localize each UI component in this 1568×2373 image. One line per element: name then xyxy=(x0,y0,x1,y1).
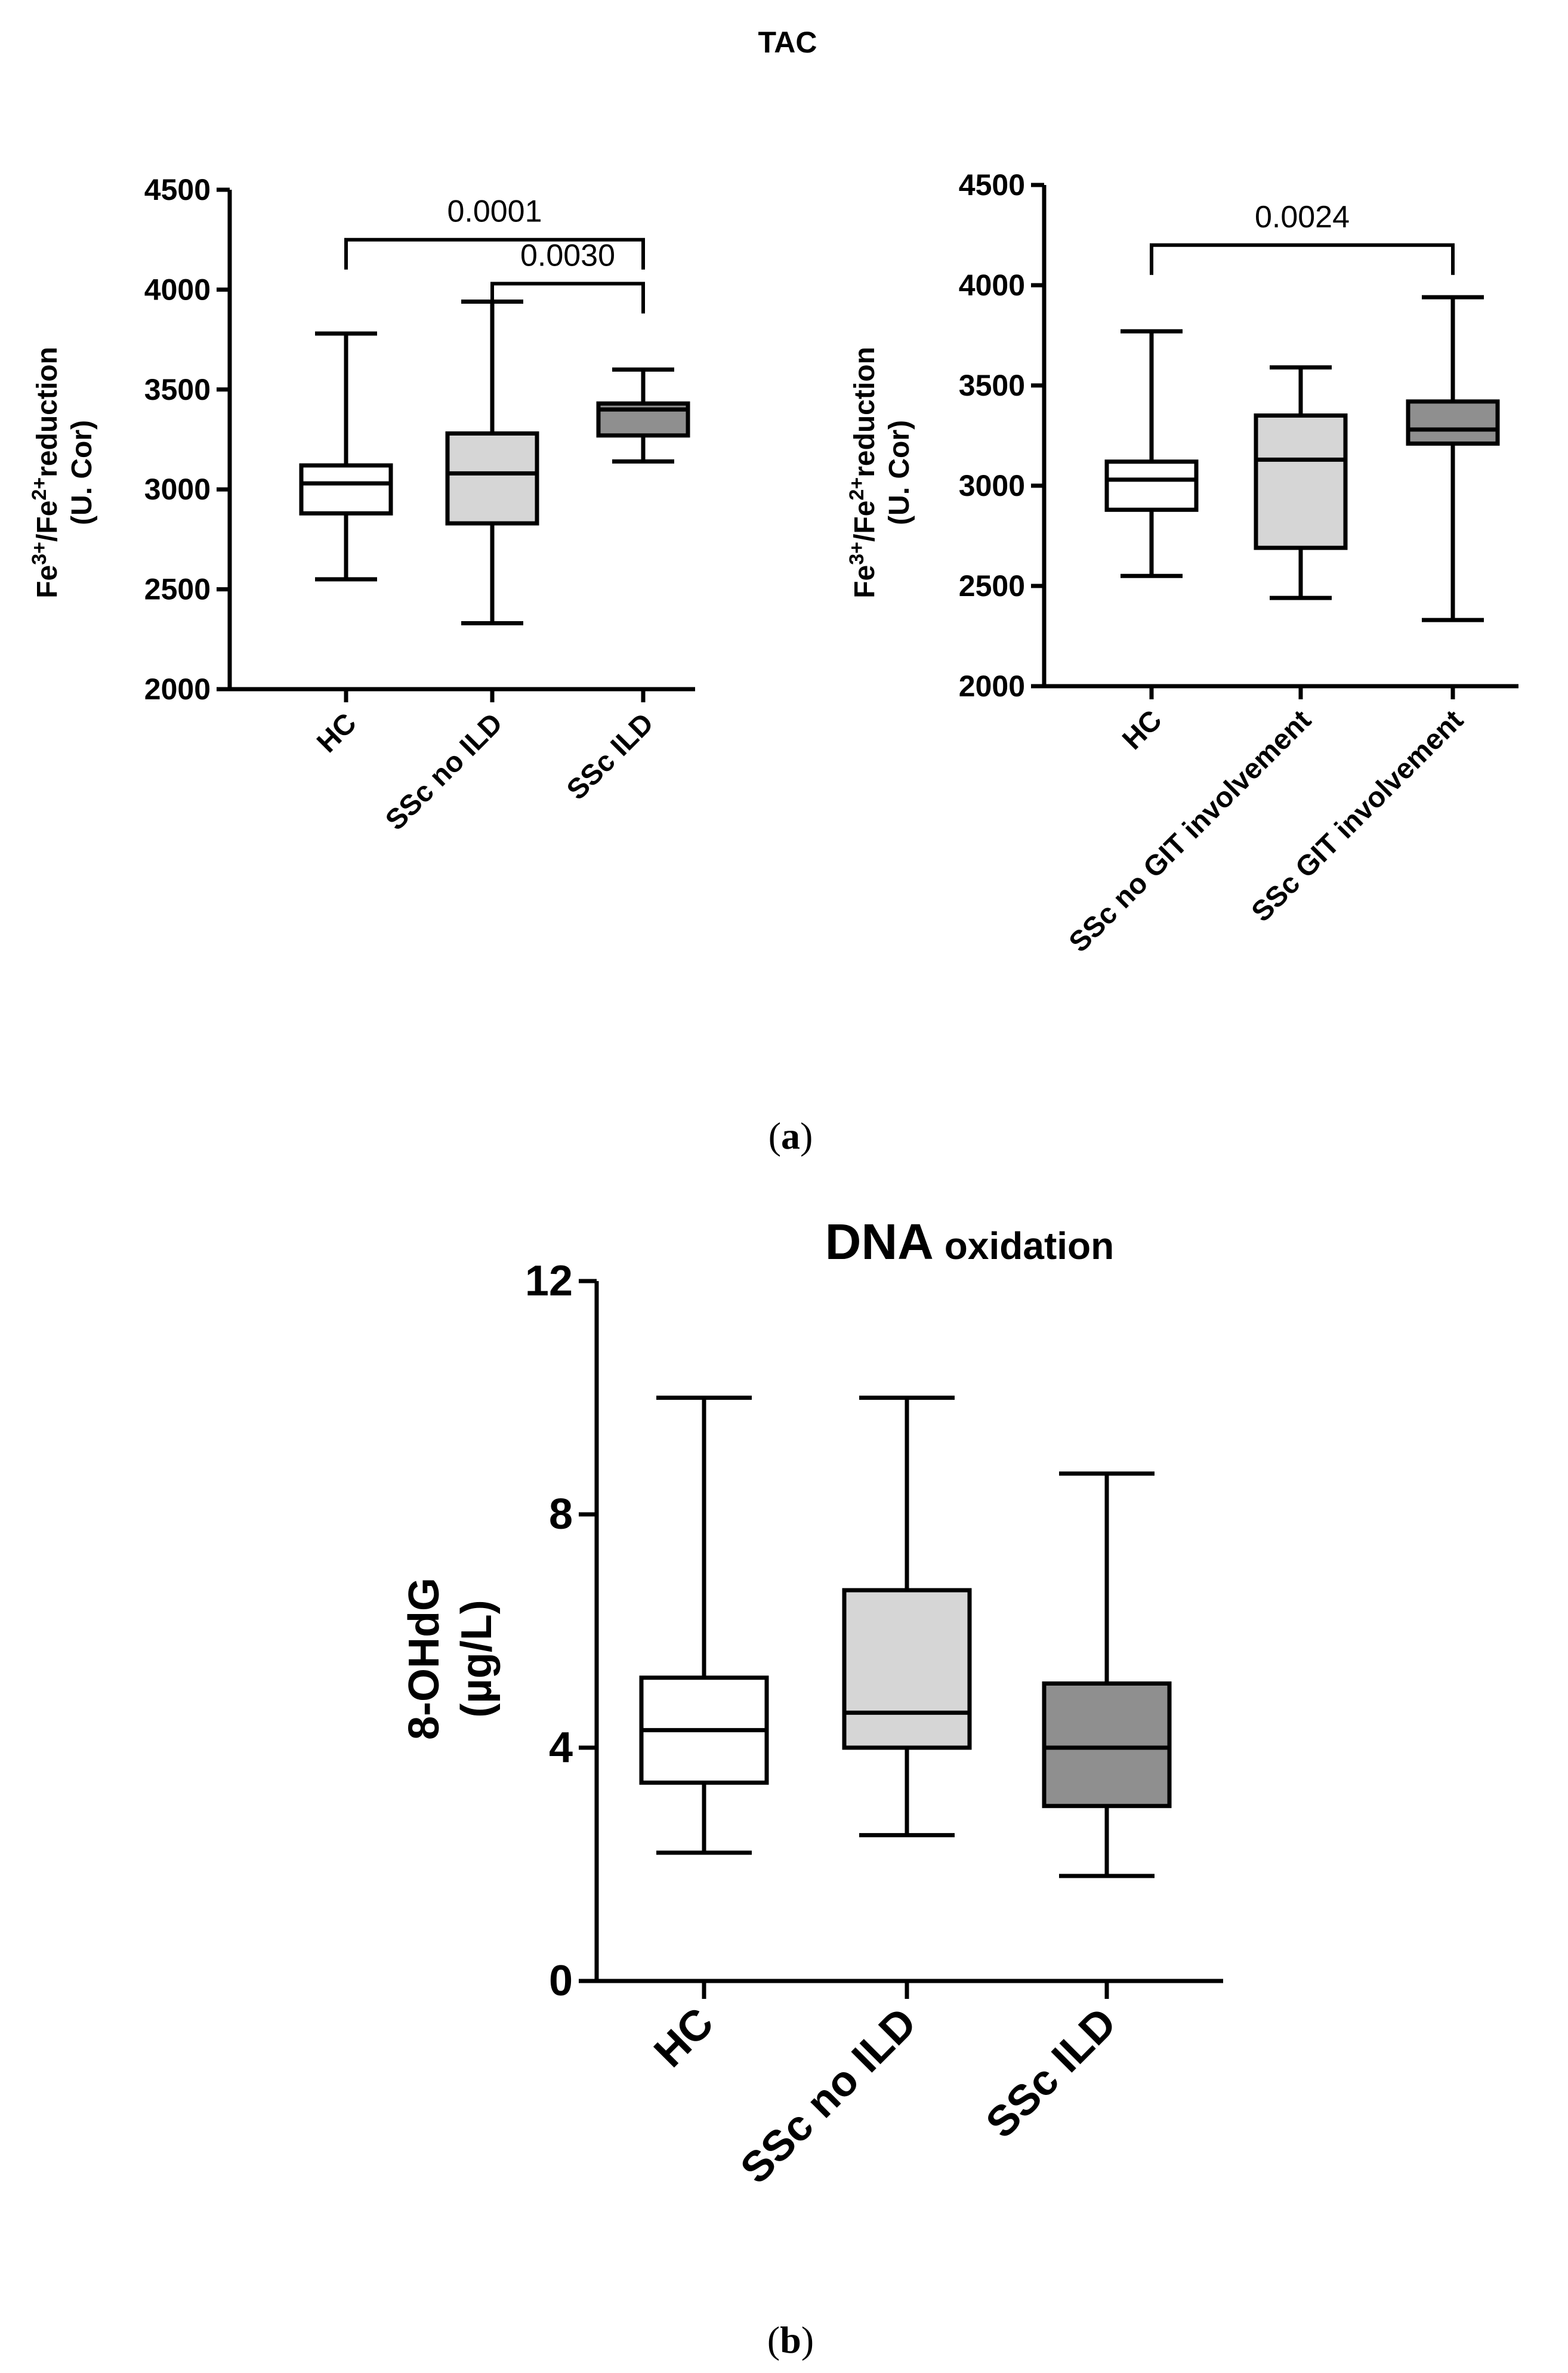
iqr-box xyxy=(1406,399,1500,446)
y-tick-label: 8 xyxy=(549,1491,573,1538)
svg-text:Fe3+/Fe2+reduction: Fe3+/Fe2+reduction xyxy=(845,347,881,598)
y-tick-label: 12 xyxy=(525,1257,573,1305)
y-tick-label: 3000 xyxy=(144,473,211,506)
ylabel-fe-1: Fe xyxy=(32,565,63,598)
ylabel-sup-1: 3+ xyxy=(28,542,51,565)
svg-text:Fe3+/Fe2+reduction: Fe3+/Fe2+reduction xyxy=(28,347,63,598)
panel-a-right-chart: Fe3+/Fe2+reduction (U. Cor) 2000 2500 3000… xyxy=(845,168,1518,958)
iqr-box xyxy=(299,463,393,516)
ylabel-unit: (µg/L) xyxy=(453,1600,501,1717)
panel-a-left-chart: Fe3+/Fe2+reduction (U. Cor) 2000 2500 3000… xyxy=(28,173,695,837)
x-tick-label: HC xyxy=(311,707,362,758)
bracket-line xyxy=(490,282,645,314)
ylabel-unit: (U. Cor) xyxy=(66,420,98,525)
tac-title: TAC xyxy=(758,26,817,59)
bracket-line xyxy=(1150,243,1455,275)
panel-b-plot: 0 4 8 12 HC SSc no ILD SSc ILD xyxy=(525,1257,1223,2193)
panel-a-left-ylabel: Fe3+/Fe2+reduction (U. Cor) xyxy=(28,347,98,598)
p-value-label: 0.0001 xyxy=(447,195,542,229)
box-2 xyxy=(1042,1471,1172,1878)
ylabel-fe-1: Fe xyxy=(849,565,881,598)
iqr-box xyxy=(1254,413,1348,550)
ylabel-tail: reduction xyxy=(849,347,881,477)
y-tick-label: 2500 xyxy=(144,573,211,606)
y-tick-label: 3500 xyxy=(144,373,211,406)
box-2 xyxy=(596,367,690,464)
y-tick-label: 2000 xyxy=(959,669,1025,703)
y-tick-label: 3000 xyxy=(959,469,1025,502)
iqr-box xyxy=(445,431,539,526)
ylabel-fe-2: /Fe xyxy=(849,501,881,542)
box-0 xyxy=(639,1396,769,1855)
y-tick-label: 4000 xyxy=(959,269,1025,302)
y-tick-label: 2000 xyxy=(144,672,211,706)
y-tick-label: 3500 xyxy=(959,369,1025,402)
box-2 xyxy=(1406,295,1500,622)
ylabel-sup-1: 3+ xyxy=(845,542,868,565)
ylabel-unit: (U. Cor) xyxy=(884,420,915,525)
ylabel-sup-2: 2+ xyxy=(845,477,868,501)
y-tick-label: 2500 xyxy=(959,569,1025,603)
panel-a-left-plot: 2000 2500 3000 3500 4000 4500 HC SSc no ILD SSc … xyxy=(144,173,695,837)
y-tick-label: 0 xyxy=(549,1957,573,2005)
iqr-box xyxy=(1104,459,1199,512)
x-tick-label: HC xyxy=(1116,704,1168,755)
significance-bracket-0: 0.0001 xyxy=(344,195,645,270)
box-0 xyxy=(299,331,393,582)
y-tick-label: 4000 xyxy=(144,273,211,306)
caption-b: (b) xyxy=(767,2319,814,2361)
x-tick-label: SSc ILD xyxy=(977,1999,1125,2147)
box-1 xyxy=(842,1396,972,1838)
iqr-box xyxy=(842,1588,972,1750)
significance-bracket-1: 0.0030 xyxy=(490,238,645,314)
p-value-label: 0.0030 xyxy=(520,238,615,273)
ylabel-main: 8-OHdG xyxy=(400,1578,448,1740)
p-value-label: 0.0024 xyxy=(1255,200,1350,234)
bracket-line xyxy=(344,237,645,270)
y-tick-label: 4500 xyxy=(959,168,1025,202)
ylabel-sup-2: 2+ xyxy=(28,477,51,501)
panel-a-right-ylabel: Fe3+/Fe2+reduction (U. Cor) xyxy=(845,347,915,598)
x-tick-label: SSc no ILD xyxy=(379,707,509,837)
x-tick-label: SSc no GIT involvement xyxy=(1063,704,1317,958)
box-0 xyxy=(1104,329,1199,578)
x-tick-label: SSc no ILD xyxy=(731,1999,925,2193)
x-tick-label: HC xyxy=(645,1999,723,2076)
caption-a: (a) xyxy=(768,1115,813,1157)
y-tick-label: 4500 xyxy=(144,173,211,206)
dna-oxidation-title: DNA oxidation xyxy=(825,1214,1114,1270)
panel-b-ylabel: 8-OHdG (µg/L) xyxy=(400,1578,501,1740)
x-tick-label: SSc ILD xyxy=(561,707,660,806)
box-1 xyxy=(445,299,539,626)
box-1 xyxy=(1254,365,1348,600)
panel-b-chart: DNA oxidation 8-OHdG (µg/L) 0 4 8 12 HC SSc no… xyxy=(400,1214,1223,2193)
ylabel-fe-2: /Fe xyxy=(32,501,63,542)
significance-bracket-0: 0.0024 xyxy=(1150,200,1455,275)
iqr-box xyxy=(1042,1681,1172,1809)
ylabel-tail: reduction xyxy=(32,347,63,477)
y-tick-label: 4 xyxy=(549,1724,573,1772)
